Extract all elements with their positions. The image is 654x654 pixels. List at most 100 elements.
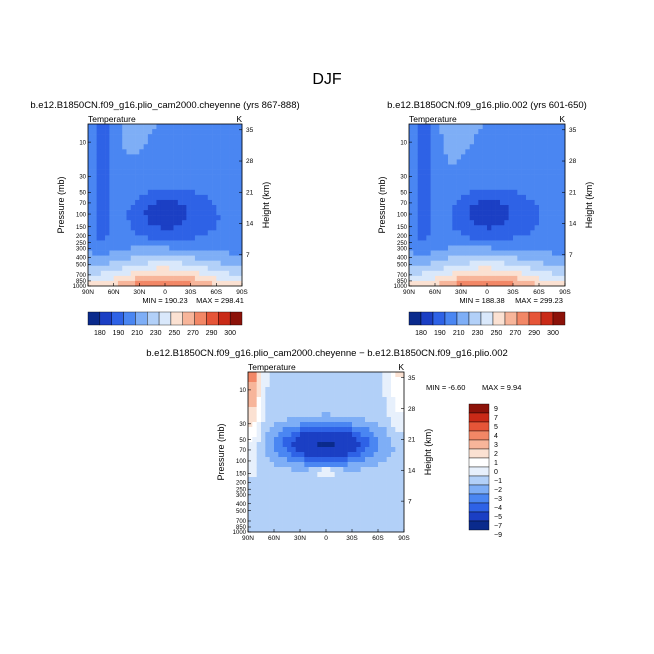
field-cell bbox=[513, 159, 518, 165]
field-cell bbox=[461, 139, 466, 145]
field-cell bbox=[413, 184, 418, 191]
field-cell bbox=[539, 149, 544, 155]
field-cell bbox=[391, 507, 396, 513]
field-cell bbox=[382, 417, 387, 423]
y-right-tick-label: 14 bbox=[408, 467, 416, 474]
field-cell bbox=[300, 402, 305, 408]
field-cell bbox=[274, 507, 279, 513]
field-cell bbox=[395, 497, 400, 503]
field-cell bbox=[300, 382, 305, 388]
field-cell bbox=[147, 230, 153, 236]
field-cell bbox=[474, 194, 479, 201]
field-cell bbox=[130, 265, 136, 272]
field-cell bbox=[417, 205, 423, 211]
field-cell bbox=[461, 199, 466, 206]
field-cell bbox=[521, 240, 527, 246]
field-cell bbox=[321, 372, 327, 378]
field-cell bbox=[409, 235, 414, 241]
field-cell bbox=[478, 184, 483, 191]
field-cell bbox=[317, 447, 322, 453]
field-cell bbox=[452, 265, 457, 272]
field-cell bbox=[295, 522, 301, 528]
field-cell bbox=[491, 255, 496, 261]
field-cell bbox=[534, 215, 540, 221]
field-cell bbox=[330, 437, 335, 443]
field-cell bbox=[96, 270, 102, 277]
field-cell bbox=[347, 392, 353, 398]
field-cell bbox=[147, 124, 153, 130]
field-cell bbox=[513, 189, 518, 196]
field-cell bbox=[508, 210, 514, 216]
field-cell bbox=[543, 235, 548, 241]
field-cell bbox=[186, 164, 191, 170]
field-cell bbox=[491, 154, 496, 160]
field-cell bbox=[439, 230, 444, 236]
field-cell bbox=[143, 149, 149, 155]
field-cell bbox=[491, 280, 496, 287]
field-cell bbox=[199, 164, 204, 170]
field-cell bbox=[224, 245, 230, 251]
field-cell bbox=[530, 260, 535, 267]
field-cell bbox=[478, 159, 483, 165]
field-cell bbox=[500, 225, 505, 231]
field-cell bbox=[530, 154, 535, 160]
field-cell bbox=[152, 174, 157, 180]
field-cell bbox=[435, 129, 440, 135]
field-cell bbox=[517, 215, 522, 221]
field-cell bbox=[96, 189, 102, 196]
field-cell bbox=[478, 240, 483, 246]
field-cell bbox=[552, 144, 557, 150]
field-cell bbox=[334, 502, 340, 508]
field-cell bbox=[526, 124, 531, 130]
field-cell bbox=[135, 164, 140, 170]
field-cell bbox=[248, 432, 253, 438]
field-cell bbox=[448, 265, 453, 272]
field-cell bbox=[534, 255, 540, 261]
field-cell bbox=[109, 149, 114, 155]
field-cell bbox=[109, 270, 114, 277]
field-cell bbox=[287, 467, 292, 473]
field-cell bbox=[556, 260, 561, 267]
field-cell bbox=[399, 482, 405, 488]
field-cell bbox=[508, 194, 514, 201]
field-cell bbox=[500, 240, 505, 246]
field-cell bbox=[422, 139, 427, 145]
field-cell bbox=[109, 260, 114, 267]
field-cell bbox=[443, 255, 449, 261]
field-cell bbox=[373, 462, 379, 468]
field-cell bbox=[495, 240, 501, 246]
field-cell bbox=[526, 280, 531, 287]
field-cell bbox=[173, 179, 179, 186]
field-cell bbox=[378, 482, 383, 488]
field-cell bbox=[190, 230, 196, 236]
field-cell bbox=[495, 144, 501, 150]
field-cell bbox=[105, 270, 110, 277]
field-cell bbox=[199, 184, 204, 191]
field-cell bbox=[530, 280, 535, 287]
field-cell bbox=[109, 129, 114, 135]
field-cell bbox=[313, 397, 318, 403]
field-cell bbox=[126, 215, 132, 221]
field-cell bbox=[130, 124, 136, 130]
field-cell bbox=[321, 472, 327, 478]
field-cell bbox=[313, 392, 318, 398]
field-cell bbox=[443, 124, 449, 130]
field-cell bbox=[391, 502, 396, 508]
field-cell bbox=[382, 397, 387, 403]
field-cell bbox=[326, 492, 331, 498]
field-cell bbox=[487, 184, 492, 191]
field-cell bbox=[274, 462, 279, 468]
field-cell bbox=[482, 205, 488, 211]
field-cell bbox=[194, 169, 200, 175]
field-cell bbox=[295, 422, 301, 428]
field-cell bbox=[395, 512, 400, 518]
field-cell bbox=[452, 139, 457, 145]
field-cell bbox=[169, 124, 174, 130]
field-cell bbox=[443, 245, 449, 251]
field-cell bbox=[526, 255, 531, 261]
field-cell bbox=[207, 134, 213, 140]
field-cell bbox=[126, 220, 132, 226]
field-cell bbox=[256, 447, 262, 453]
field-cell bbox=[113, 255, 119, 261]
field-cell bbox=[122, 184, 127, 191]
